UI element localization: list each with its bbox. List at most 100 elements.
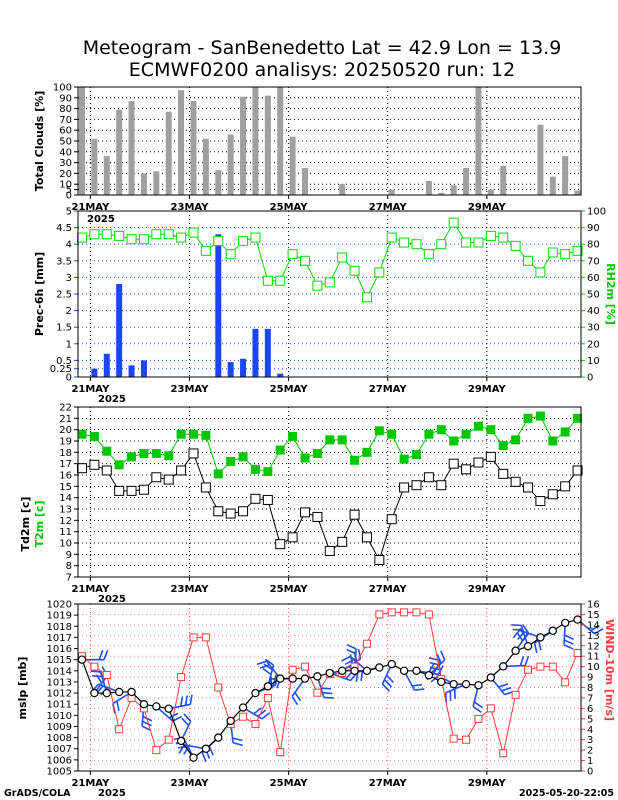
rh-point (361, 292, 372, 303)
precip-bar (240, 358, 247, 377)
cloud-bar (264, 95, 271, 195)
mslp-y-axis-label: mslp [mb] (16, 657, 29, 720)
rh-point (547, 247, 558, 258)
td2m-point (225, 508, 236, 519)
y-tick-label: 1005 (47, 767, 72, 778)
td2m-point (485, 451, 496, 462)
wind-barb-feather (183, 713, 192, 722)
y-tick-label: 2 (66, 306, 72, 317)
td2m-point (510, 476, 521, 487)
y-tick-label: 1017 (47, 633, 72, 644)
date-tick-label: 25MAY (270, 202, 309, 213)
mslp-point (176, 736, 186, 746)
rh-point (498, 232, 509, 243)
wind-point (462, 735, 471, 744)
mslp-point (511, 646, 520, 655)
rh-point (535, 267, 546, 278)
clouds-date-ticks: 21MAY 23MAY 25MAY 27MAY 29MAY (71, 195, 507, 213)
wind-barb-feather (323, 696, 334, 699)
wind-barb (256, 660, 281, 680)
t2m-point (424, 429, 434, 439)
rh-point (89, 229, 100, 240)
cloud-bar (91, 138, 98, 195)
y-tick-label: 1.5 (56, 323, 72, 334)
wind-barb-feather (429, 666, 440, 671)
rh-point (188, 227, 199, 238)
y-tick-label: 90 (59, 93, 72, 104)
td2m-point (77, 463, 87, 474)
precip-bar (264, 328, 271, 377)
rh-point (138, 234, 149, 245)
mslp-point (325, 668, 334, 678)
right-tick-label: 50 (587, 290, 600, 301)
td2m-point (324, 545, 335, 556)
wind-point (263, 693, 272, 702)
wind-barb-feather (142, 720, 152, 727)
y-tick-label: 1018 (47, 622, 72, 633)
right-tick-label: 11 (587, 652, 600, 663)
wind-point (524, 665, 533, 674)
wind-barb-feather (349, 654, 354, 665)
y-tick-label: 70 (59, 115, 72, 126)
wind-barb-feather (521, 624, 529, 634)
wind-point (239, 712, 248, 721)
t2m-point (325, 435, 335, 445)
t2m-point (226, 456, 236, 466)
wind-barb-feather (360, 670, 364, 682)
mslp-point (474, 681, 483, 690)
footer-right: 2025-05-20-22:05 (519, 788, 614, 799)
precip-y-axis-label: Prec-6h [mm] (33, 252, 46, 336)
t2m-point (473, 421, 483, 431)
cloud-bar (438, 192, 445, 195)
rh-line (77, 217, 583, 303)
wind-barb-feather (524, 655, 530, 666)
y-tick-label: 1010 (47, 711, 72, 722)
td2m-point (374, 555, 385, 565)
y-tick-label: 1013 (47, 677, 72, 688)
rh-point (101, 229, 112, 240)
rh-point (200, 245, 211, 256)
wind-barb-feather (341, 655, 351, 662)
t2m-point (151, 448, 161, 458)
y-tick-label: 8 (66, 561, 72, 572)
td2m-point (126, 485, 137, 496)
mslp-point (238, 703, 248, 712)
y-tick-label: 13 (59, 505, 72, 516)
t2m-point (238, 452, 248, 462)
wind-barb-feather (501, 686, 512, 692)
temperature-lines (77, 411, 583, 565)
wind-barb-feather (346, 648, 357, 655)
wind-point (449, 734, 458, 743)
wind-point (276, 748, 285, 757)
cloud-bar (302, 168, 309, 195)
date-tick-label: 23MAY (171, 202, 210, 213)
rh-point (448, 217, 459, 228)
rh-point (436, 239, 447, 250)
t2m-point (337, 435, 347, 445)
wind-series-line (81, 611, 579, 754)
y-tick-label: 60 (59, 126, 72, 137)
wind-barb-feather (264, 658, 274, 666)
rh-point (473, 237, 484, 248)
mslp-point (362, 666, 372, 676)
y-tick-label: 1015 (47, 655, 72, 666)
wind-point (412, 608, 421, 617)
y-tick-label: 7 (66, 573, 72, 584)
t2m-point (387, 429, 397, 439)
right-tick-label: 60 (587, 273, 600, 284)
y-tick-label: 0.25 (50, 364, 72, 375)
t2m-point (486, 425, 496, 435)
precip-bar (103, 353, 110, 377)
year-tick-label: 2025 (98, 788, 126, 799)
y-tick-label: 1016 (47, 644, 72, 655)
mslp-point (201, 744, 211, 753)
cloud-bar (79, 87, 85, 195)
right-tick-label: 10 (587, 356, 600, 367)
td2m-point (349, 509, 360, 520)
td2m-point (262, 494, 273, 505)
right-tick-label: 8 (587, 683, 593, 694)
rh-point (324, 277, 335, 288)
wind-barb-feather (256, 660, 267, 665)
